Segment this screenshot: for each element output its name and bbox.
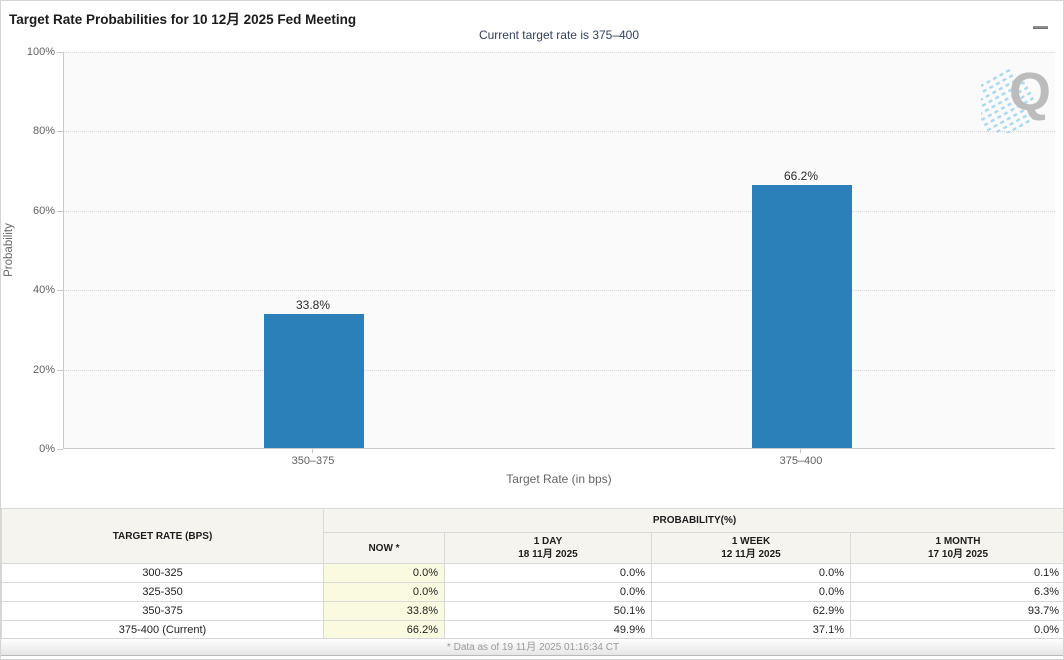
one-month-cell: 0.1% xyxy=(851,564,1064,583)
y-tick xyxy=(57,211,63,212)
x-tick xyxy=(312,449,313,453)
probability-bar-375-400[interactable] xyxy=(752,185,852,448)
y-axis-label: 0% xyxy=(1,443,55,455)
rate-cell: 325-350 xyxy=(2,583,324,602)
now-cell: 66.2% xyxy=(324,621,445,640)
one-day-cell: 0.0% xyxy=(445,564,652,583)
y-tick xyxy=(57,449,63,450)
col-header-1month: 1 MONTH17 10月 2025 xyxy=(851,533,1064,564)
gridline-80 xyxy=(64,131,1055,132)
probability-bar-350-375[interactable] xyxy=(264,314,364,448)
fedwatch-panel: Target Rate Probabilities for 10 12月 202… xyxy=(0,0,1064,660)
table-row: 325-350 0.0% 0.0% 0.0% 6.3% xyxy=(2,583,1064,602)
table-row: 350-375 33.8% 50.1% 62.9% 93.7% xyxy=(2,602,1064,621)
target-rate-header: TARGET RATE (BPS) xyxy=(2,509,324,564)
gridline-60 xyxy=(64,211,1055,212)
table-row: 375-400 (Current) 66.2% 49.9% 37.1% 0.0% xyxy=(2,621,1064,640)
one-week-cell: 0.0% xyxy=(652,583,851,602)
rate-cell: 350-375 xyxy=(2,602,324,621)
chart-section: Target Rate Probabilities for 10 12月 202… xyxy=(1,1,1064,501)
y-axis-title: Probability xyxy=(3,210,15,290)
one-week-cell: 62.9% xyxy=(652,602,851,621)
one-month-cell: 6.3% xyxy=(851,583,1064,602)
rate-cell: 375-400 (Current) xyxy=(2,621,324,640)
one-month-cell: 93.7% xyxy=(851,602,1064,621)
col-header-1week: 1 WEEK12 11月 2025 xyxy=(652,533,851,564)
x-axis-label: 375–400 xyxy=(741,455,861,467)
one-day-cell: 0.0% xyxy=(445,583,652,602)
one-week-cell: 0.0% xyxy=(652,564,851,583)
y-tick xyxy=(57,290,63,291)
y-axis-label: 20% xyxy=(1,364,55,376)
x-axis-title: Target Rate (in bps) xyxy=(63,472,1055,486)
footer-note: * Data as of 19 11月 2025 01:16:34 CT xyxy=(447,642,619,653)
now-cell: 0.0% xyxy=(324,564,445,583)
one-month-cell: 0.0% xyxy=(851,621,1064,640)
bar-data-label: 33.8% xyxy=(263,298,363,312)
x-tick xyxy=(800,449,801,453)
col-header-1day: 1 DAY18 11月 2025 xyxy=(445,533,652,564)
y-axis-label: 100% xyxy=(1,46,55,58)
col-header-now: NOW * xyxy=(324,533,445,564)
one-day-cell: 49.9% xyxy=(445,621,652,640)
probability-table: TARGET RATE (BPS) PROBABILITY(%) NOW * 1… xyxy=(1,508,1064,640)
chart-title: Target Rate Probabilities for 10 12月 202… xyxy=(9,8,356,28)
y-tick xyxy=(57,52,63,53)
y-axis-label: 80% xyxy=(1,125,55,137)
gridline-40 xyxy=(64,290,1055,291)
table-row: 300-325 0.0% 0.0% 0.0% 0.1% xyxy=(2,564,1064,583)
plot-area xyxy=(63,52,1055,449)
y-tick xyxy=(57,131,63,132)
probability-group-header: PROBABILITY(%) xyxy=(324,509,1064,533)
one-day-cell: 50.1% xyxy=(445,602,652,621)
data-as-of-footer: * Data as of 19 11月 2025 01:16:34 CT xyxy=(1,638,1064,656)
bar-data-label: 66.2% xyxy=(751,169,851,183)
x-axis-label: 350–375 xyxy=(253,455,373,467)
chart-subtitle: Current target rate is 375–400 xyxy=(63,28,1055,42)
chart-menu-button[interactable] xyxy=(1029,9,1053,29)
gridline-20 xyxy=(64,370,1055,371)
now-cell: 0.0% xyxy=(324,583,445,602)
y-tick xyxy=(57,370,63,371)
gridline-100 xyxy=(64,52,1055,53)
one-week-cell: 37.1% xyxy=(652,621,851,640)
rate-cell: 300-325 xyxy=(2,564,324,583)
now-cell: 33.8% xyxy=(324,602,445,621)
